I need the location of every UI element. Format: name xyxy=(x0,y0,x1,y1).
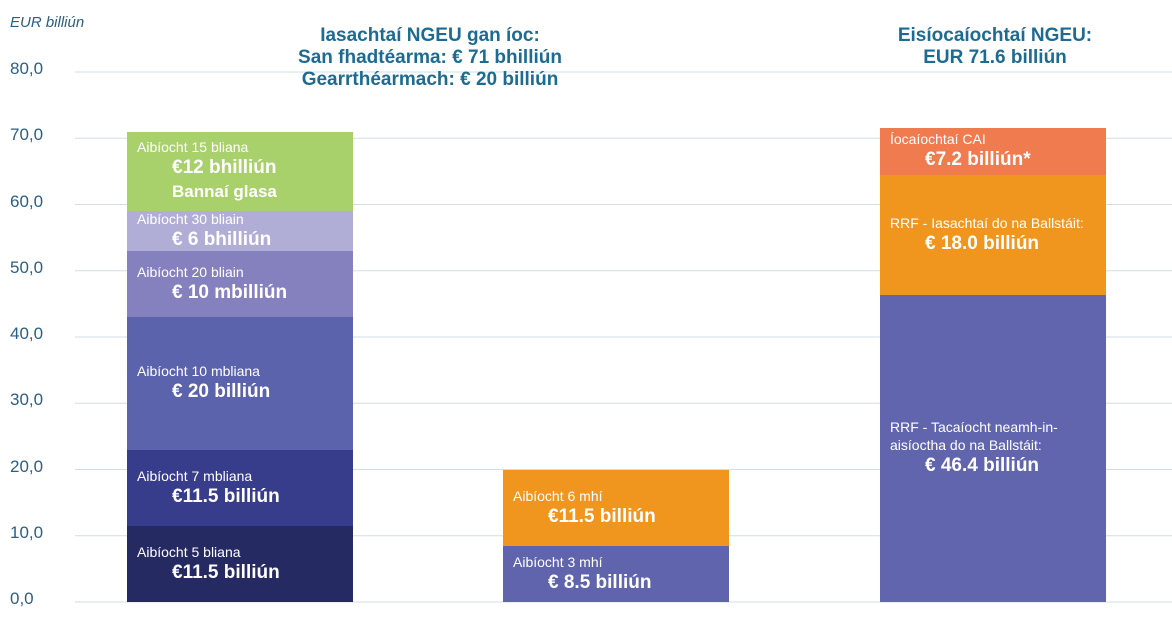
annotation: Eisíocaíochtaí NGEU: EUR 71.6 billiún xyxy=(830,25,1160,69)
segment-name: Aibíocht 5 bliana xyxy=(137,543,241,560)
y-tick-label: 60,0 xyxy=(10,191,44,211)
y-tick-label: 0,0 xyxy=(10,589,34,608)
data-label: €12 bhilliún xyxy=(172,157,277,179)
segment-name: Aibíocht 6 mhí xyxy=(513,487,603,504)
data-label: € 20 billiún xyxy=(172,381,271,403)
bar-segment: Aibíocht 30 bliain € 6 bhilliún xyxy=(127,211,353,251)
bar-segment: Aibíocht 6 mhí €11.5 billiún xyxy=(503,469,729,546)
bar-segment: Aibíocht 3 mhí € 8.5 billiún xyxy=(503,545,729,602)
segment-note: Bannaí glasa xyxy=(172,182,277,202)
segment-name: Aibíocht 10 mbliana xyxy=(137,363,260,380)
annotation-line: EUR 71.6 billiún xyxy=(923,47,1067,68)
annotation: Iasachtaí NGEU gan íoc: San fhadtéarma: €… xyxy=(240,25,620,91)
segment-name: Aibíocht 30 bliain xyxy=(137,211,244,227)
y-tick-label: 70,0 xyxy=(10,125,44,145)
data-label: € 46.4 billiún xyxy=(925,455,1040,477)
bar-segment: Aibíocht 20 bliain € 10 mbilliún xyxy=(127,250,353,318)
annotation-line: Eisíocaíochtaí NGEU: xyxy=(897,25,1093,46)
segment-name: Íocaíochtaí CAI xyxy=(890,131,986,148)
bar-segment: Aibíocht 15 bliana €12 bhilliún Bannaí gla… xyxy=(127,131,353,212)
data-label: €7.2 billiún* xyxy=(925,149,1031,171)
segment-name: RRF - Tacaíocht neamh-in-aisíoctha do na… xyxy=(890,419,1058,454)
segment-name: Aibíocht 20 bliain xyxy=(137,264,244,280)
bar-segment: Íocaíochtaí CAI €7.2 billiún* xyxy=(880,127,1106,176)
data-label: €11.5 billiún xyxy=(548,505,656,527)
data-label: € 8.5 billiún xyxy=(548,571,652,593)
y-tick-label: 10,0 xyxy=(10,522,44,542)
y-tick-label: 20,0 xyxy=(10,456,44,476)
bar-segment: RRF - Iasachtaí do na Ballstáit: € 18.0 b… xyxy=(880,175,1106,295)
y-tick-label: 30,0 xyxy=(10,390,44,410)
data-label: € 10 mbilliún xyxy=(172,282,288,303)
annotation-line: Iasachtaí NGEU gan íoc: xyxy=(320,25,540,46)
y-tick-label: 40,0 xyxy=(10,324,44,343)
bar-segment: Aibíocht 7 mbliana €11.5 billiún xyxy=(127,449,353,526)
unit-label: EUR billiún xyxy=(10,14,85,31)
annotation-line: Gearrthéarmach: € 20 billiún xyxy=(301,69,559,90)
y-tick-label: 50,0 xyxy=(10,257,44,277)
bar-segment: Aibíocht 5 bliana €11.5 billiún xyxy=(127,525,353,602)
annotation-line: San fhadtéarma: € 71 bhilliún xyxy=(298,47,562,68)
data-label: €11.5 billiún xyxy=(172,485,280,507)
segment-name: Aibíocht 3 mhí xyxy=(513,553,603,570)
segment-name: Aibíocht 15 bliana xyxy=(137,139,249,156)
y-tick-label: 80,0 xyxy=(10,59,44,78)
bar-segment: RRF - Tacaíocht neamh-in-aisíoctha do na… xyxy=(880,294,1106,602)
data-label: € 18.0 billiún xyxy=(925,232,1040,254)
segment-name: Aibíocht 7 mbliana xyxy=(137,467,253,484)
bar-segment: Aibíocht 10 mbliana € 20 billiún xyxy=(127,317,353,450)
data-label: € 6 bhilliún xyxy=(172,229,272,250)
segment-name: RRF - Iasachtaí do na Ballstáit: xyxy=(890,214,1084,231)
data-label: €11.5 billiún xyxy=(172,561,280,583)
